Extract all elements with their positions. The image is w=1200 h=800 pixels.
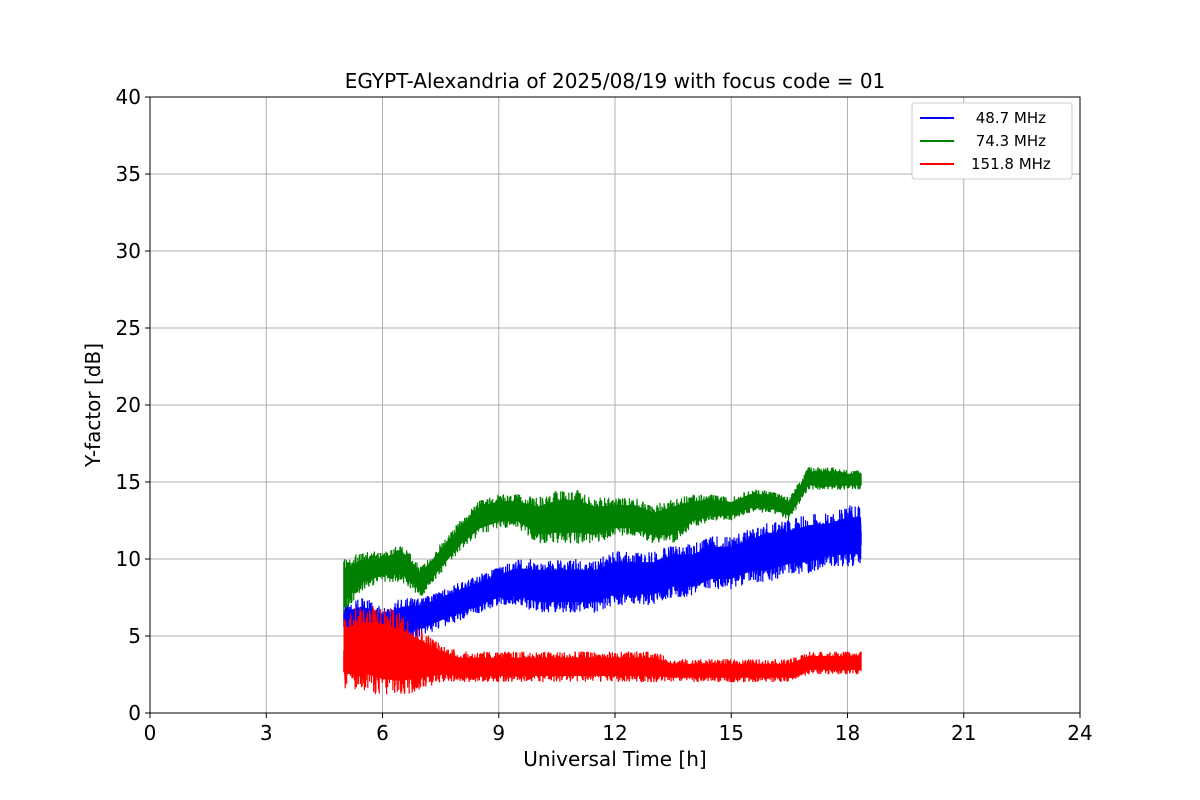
axis-ticks: 0 3 6 9 12 15 18 21 24 0 5 10 15 20 25 30 35 40: [116, 85, 1093, 745]
x-tick-label: 0: [144, 721, 157, 745]
y-tick-label: 0: [128, 701, 141, 725]
series-band: [343, 517, 862, 643]
x-tick-label: 3: [260, 721, 273, 745]
x-tick-label: 24: [1067, 721, 1092, 745]
x-tick-label: 12: [602, 721, 627, 745]
series-0: [343, 505, 862, 650]
legend: 48.7 MHz 74.3 MHz 151.8 MHz: [911, 102, 1073, 180]
y-tick-label: 40: [116, 85, 141, 109]
y-tick-label: 35: [116, 162, 141, 186]
x-tick-label: 21: [951, 721, 976, 745]
y-tick-label: 5: [128, 624, 141, 648]
x-tick-label: 9: [492, 721, 505, 745]
data-series: [343, 467, 862, 695]
x-axis-label: Universal Time [h]: [523, 747, 706, 771]
y-tick-label: 10: [116, 547, 141, 571]
x-tick-label: 15: [719, 721, 744, 745]
series-1: [343, 467, 862, 613]
y-axis-label: Y-factor [dB]: [81, 343, 105, 468]
legend-box: [911, 102, 1073, 180]
series-band: [343, 622, 862, 681]
y-tick-label: 30: [116, 239, 141, 263]
legend-label: 48.7 MHz: [971, 109, 1046, 127]
y-tick-label: 20: [116, 393, 141, 417]
legend-label: 151.8 MHz: [971, 155, 1051, 173]
x-tick-label: 18: [835, 721, 860, 745]
y-tick-label: 15: [116, 470, 141, 494]
chart-title: EGYPT-Alexandria of 2025/08/19 with focu…: [345, 69, 886, 93]
legend-label: 74.3 MHz: [971, 132, 1046, 150]
series-2: [343, 606, 862, 695]
y-tick-label: 25: [116, 316, 141, 340]
x-tick-label: 6: [376, 721, 389, 745]
series-band: [343, 471, 862, 603]
